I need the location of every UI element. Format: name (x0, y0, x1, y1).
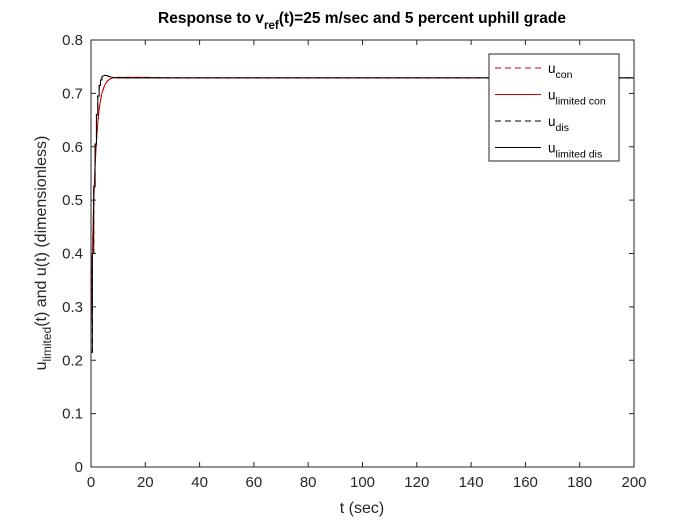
x-tick-label: 40 (191, 474, 208, 491)
x-tick-label: 80 (300, 474, 317, 491)
x-axis-label: t (sec) (340, 500, 384, 517)
legend-box (488, 53, 620, 162)
chart-title: Response to vref(t)=25 m/sec and 5 perce… (158, 10, 566, 32)
chart-title-prefix: Response to v (158, 10, 264, 27)
x-tick-label: 140 (459, 474, 484, 491)
chart-title-sub: ref (264, 20, 279, 32)
y-tick-label: 0.3 (62, 299, 83, 316)
legend-label: ulimited con (548, 88, 606, 108)
y-tick-label: 0.2 (62, 352, 83, 369)
y-axis-label: ulimited(t) and u(t) (dimensionless) (33, 136, 54, 371)
legend: ucon ulimited con udis ulimited dis (488, 53, 620, 162)
y-tick-label: 0.1 (62, 406, 83, 423)
x-tick-label: 0 (87, 474, 95, 491)
y-tick-label: 0.6 (62, 139, 83, 156)
y-tick-label: 0 (75, 459, 83, 476)
x-tick-label: 60 (246, 474, 263, 491)
legend-label: ulimited dis (548, 141, 602, 161)
legend-label: ucon (548, 61, 573, 81)
x-tick-label: 120 (404, 474, 429, 491)
axes-box (90, 39, 635, 468)
y-tick-labels: 0 0.1 0.2 0.3 0.4 0.5 0.6 0.7 0.8 (62, 32, 83, 476)
y-tick-label: 0.7 (62, 85, 83, 102)
y-tick-label: 0.5 (62, 192, 83, 209)
x-tick-labels: 0 20 40 60 80 100 120 140 160 180 200 (87, 474, 647, 491)
y-axis-label-suffix: (t) and u(t) (dimensionless) (33, 136, 50, 327)
y-axis-label-sub: limited (40, 327, 54, 362)
x-tick-label: 180 (567, 474, 592, 491)
y-axis-label-prefix: u (33, 361, 50, 370)
y-tick-label: 0.8 (62, 32, 83, 49)
y-tick-label: 0.4 (62, 246, 83, 263)
series-layer (90, 74, 634, 353)
x-tick-label: 20 (137, 474, 154, 491)
chart-title-suffix: (t)=25 m/sec and 5 percent uphill grade (279, 10, 567, 27)
x-tick-label: 100 (350, 474, 375, 491)
series-line-limited-dis (91, 74, 634, 353)
legend-label: udis (548, 114, 569, 134)
x-tick-label: 200 (621, 474, 646, 491)
x-tick-label: 160 (513, 474, 538, 491)
